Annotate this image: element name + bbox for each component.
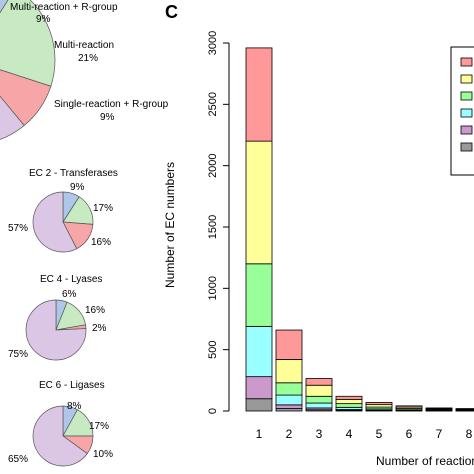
y-tick-label: 2500 <box>207 92 219 116</box>
y-tick-label: 2000 <box>207 153 219 177</box>
ec2-pct-1: 9% <box>70 182 85 193</box>
ec6-pie-chart <box>32 405 94 467</box>
x-tick-label-4: 4 <box>346 427 353 441</box>
ec6-pct-2: 17% <box>89 421 109 432</box>
bar-8-segment-6 <box>455 408 474 410</box>
main-pie-chart <box>0 0 56 140</box>
bar-7-segment-6 <box>425 407 453 409</box>
bar-1-segment-3 <box>245 325 273 378</box>
bar-4-segment-6 <box>335 395 363 400</box>
bar-2-segment-3 <box>275 394 303 406</box>
ec2-pie-chart <box>32 191 94 253</box>
bar-2-segment-4 <box>275 382 303 396</box>
ec6-pct-1: 8% <box>67 401 82 412</box>
bar-1-segment-6 <box>245 47 273 142</box>
bar-2-segment-6 <box>275 329 303 360</box>
x-axis-title: Number of reaction <box>376 454 474 468</box>
legend-swatch-5 <box>460 125 473 135</box>
bar-chart-legend <box>450 46 474 176</box>
main-pie-label-multi-rgroup: Multi-reaction + R-group <box>10 2 118 13</box>
ec4-pct-4: 75% <box>8 349 28 360</box>
main-pie-label-single-rgroup: Single-reaction + R-group <box>54 99 169 110</box>
bar-3-segment-4 <box>305 395 333 404</box>
ec6-pct-4: 65% <box>8 454 28 465</box>
main-pie-slice-2 <box>0 0 56 87</box>
bar-5-segment-6 <box>365 402 393 406</box>
bar-3-segment-5 <box>305 384 333 397</box>
legend-swatch-4 <box>460 108 473 118</box>
x-tick-label-7: 7 <box>436 427 443 441</box>
bar-4-segment-5 <box>335 398 363 405</box>
y-tick-label: 1000 <box>207 276 219 300</box>
ec2-pct-4: 57% <box>8 223 28 234</box>
x-tick-label-6: 6 <box>406 427 413 441</box>
ec2-pie-slice-4 <box>32 191 78 253</box>
main-pie-label-single-rgroup-pct: 9% <box>100 112 115 123</box>
ec4-pct-1: 6% <box>62 289 77 300</box>
y-tick-label: 3000 <box>207 31 219 55</box>
ec4-pie-chart <box>25 299 87 361</box>
bar-chart-axes: 0 500 1000 1500 2000 2500 3000 1 2 3 4 5 6 7 8 <box>207 31 473 441</box>
ec2-title: EC 2 - Transferases <box>29 168 118 179</box>
ec2-pct-3: 16% <box>91 237 111 248</box>
y-tick-label: 0 <box>207 408 219 414</box>
legend-swatch-2 <box>460 74 473 84</box>
main-pie-label-multi-pct: 21% <box>78 53 98 64</box>
ec4-pie-slice-4 <box>25 299 87 361</box>
bar-6-segment-6 <box>395 405 423 408</box>
bar-2-segment-2 <box>275 404 303 409</box>
bar-3-segment-3 <box>305 402 333 409</box>
ec6-pie-slice-4 <box>32 405 88 467</box>
y-tick-label: 1500 <box>207 215 219 239</box>
bar-3-segment-6 <box>305 378 333 386</box>
legend-swatch-1 <box>460 57 473 67</box>
bar-4-segment-4 <box>335 403 363 408</box>
ec4-pct-3: 2% <box>92 323 107 334</box>
x-tick-label-3: 3 <box>316 427 323 441</box>
bar-chart-bars <box>245 47 474 412</box>
ec4-pct-2: 16% <box>85 305 105 316</box>
bar-1-segment-4 <box>245 263 273 327</box>
main-pie-label-multi-rgroup-pct: 9% <box>36 14 51 25</box>
bar-1-segment-5 <box>245 140 273 265</box>
bar-2-segment-5 <box>275 359 303 384</box>
main-pie-label-multi: Multi-reaction <box>54 40 114 51</box>
x-tick-label-1: 1 <box>256 427 263 441</box>
bar-1-segment-1 <box>245 398 273 412</box>
x-tick-label-8: 8 <box>466 427 473 441</box>
x-tick-label-2: 2 <box>286 427 293 441</box>
y-axis-title: Number of EC numbers <box>163 162 177 288</box>
ec4-title: EC 4 - Lyases <box>40 274 102 285</box>
ec2-pct-2: 17% <box>93 203 113 214</box>
bar-1-segment-2 <box>245 376 273 400</box>
panel-c-label: C <box>165 2 178 22</box>
ec6-title: EC 6 - Ligases <box>39 380 105 391</box>
legend-swatch-3 <box>460 91 473 101</box>
y-tick-label: 500 <box>207 341 219 359</box>
legend-swatch-6 <box>460 142 473 152</box>
ec6-pct-3: 10% <box>93 449 113 460</box>
main-pie-slice-4 <box>0 95 25 140</box>
x-tick-label-5: 5 <box>376 427 383 441</box>
